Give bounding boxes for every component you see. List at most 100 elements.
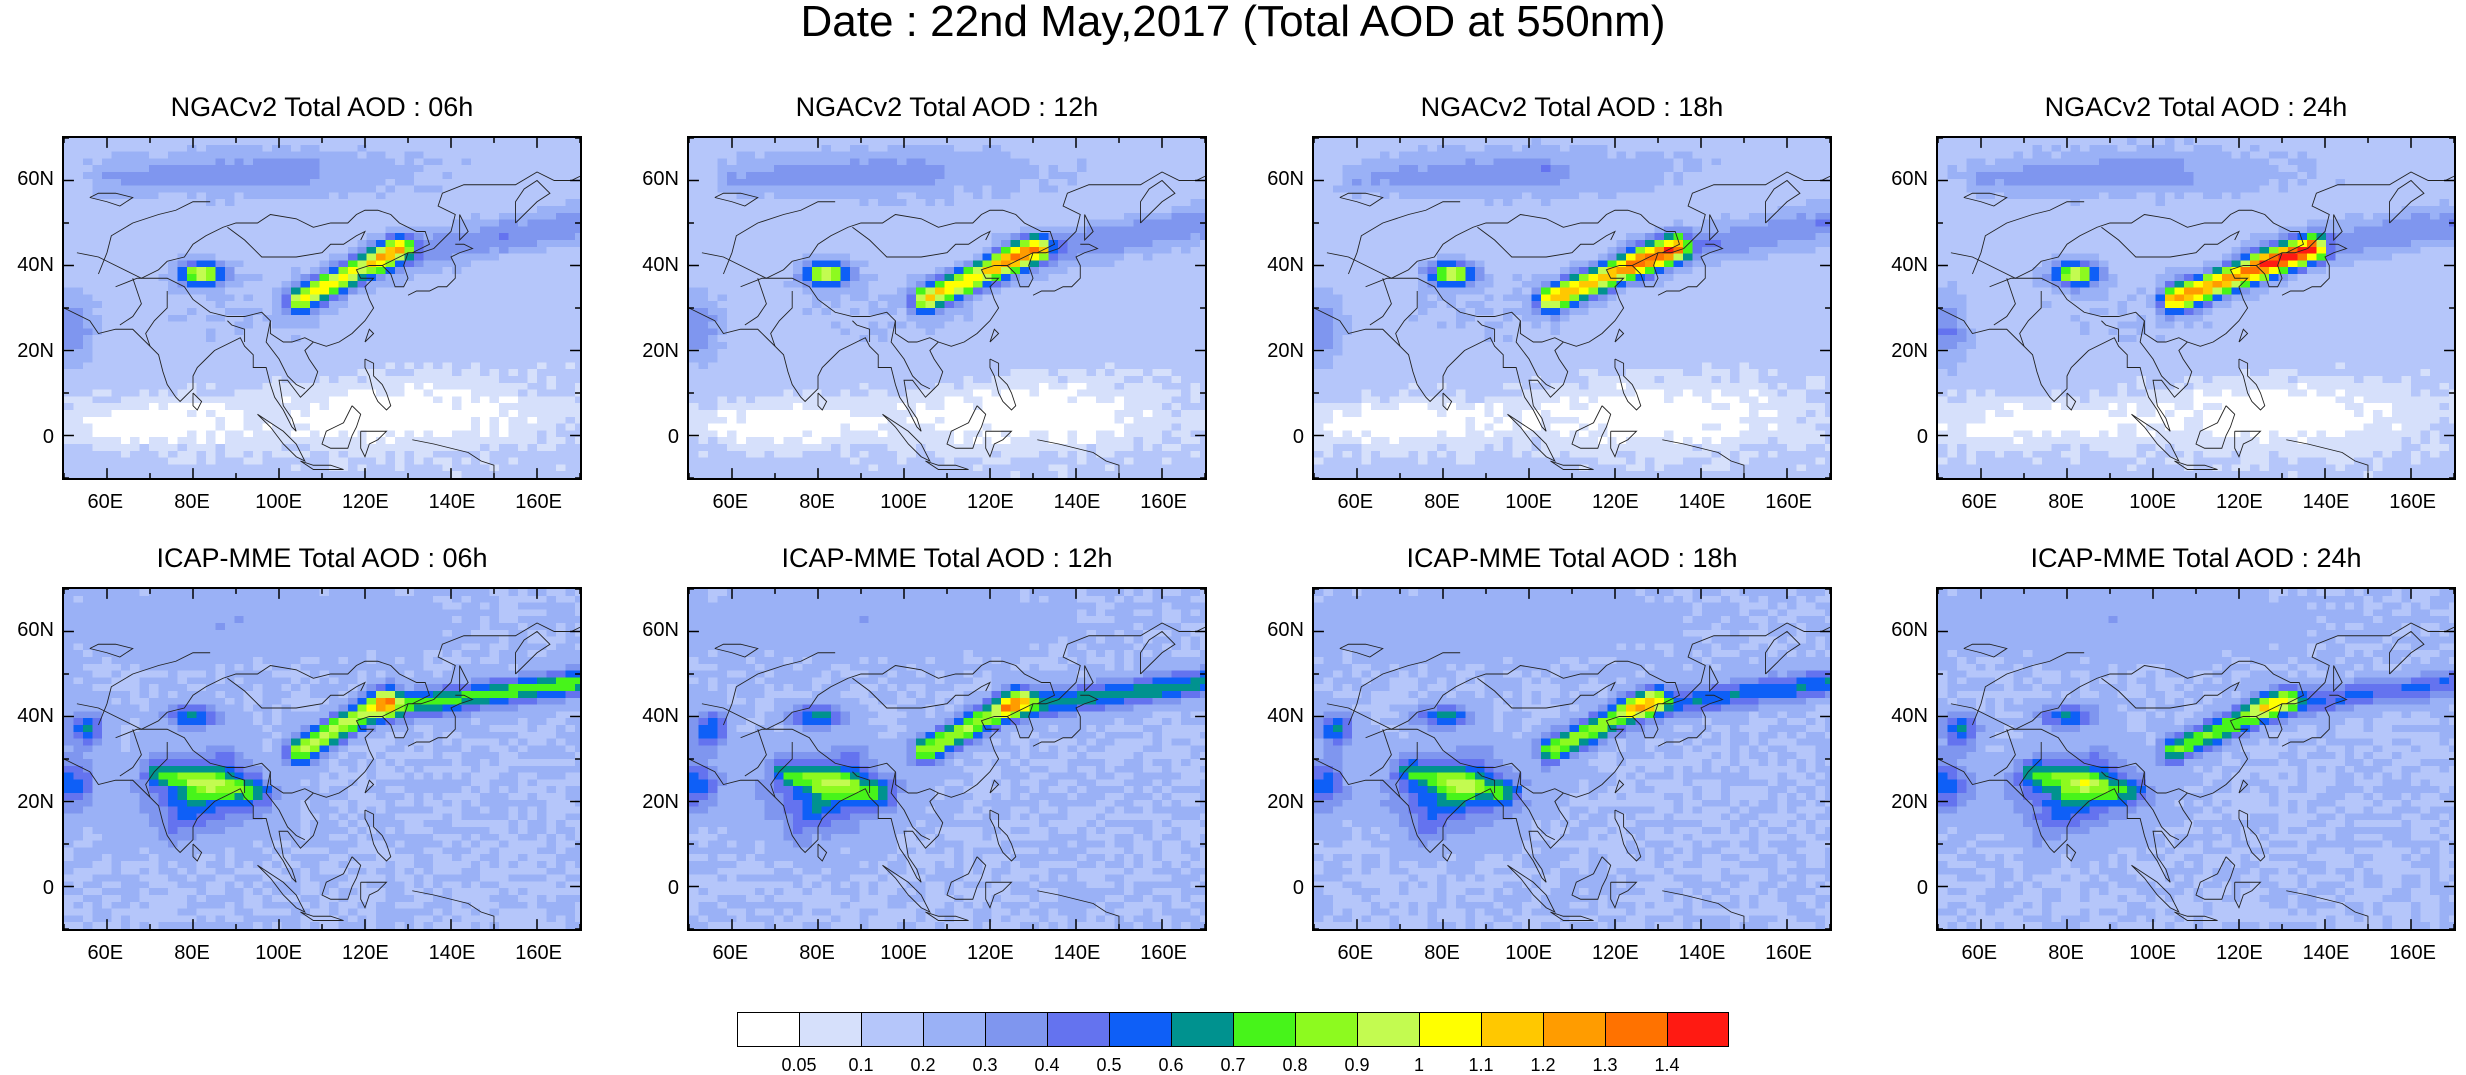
aod-shading — [1938, 138, 2454, 478]
lon-tick-label: 120E — [1575, 943, 1655, 963]
lon-tick-label: 80E — [777, 492, 857, 512]
lat-tick-label: 40N — [1254, 255, 1304, 275]
lat-tick-label: 60N — [1878, 169, 1928, 189]
colorbar-tick-label: 0.2 — [893, 1056, 953, 1074]
lon-tick-label: 160E — [499, 492, 579, 512]
lat-tick-label: 60N — [629, 620, 679, 640]
lat-tick-label: 60N — [1254, 620, 1304, 640]
panel-title: ICAP-MME Total AOD : 06h — [62, 543, 582, 573]
colorbar-swatch — [1543, 1012, 1605, 1047]
map-icap-4 — [1936, 587, 2456, 931]
aod-shading — [689, 138, 1205, 478]
lat-tick-label: 0 — [1254, 878, 1304, 898]
lat-tick-label: 0 — [4, 427, 54, 447]
lon-tick-label: 140E — [1662, 492, 1742, 512]
lon-tick-label: 120E — [325, 943, 405, 963]
panel-title: ICAP-MME Total AOD : 12h — [687, 543, 1207, 573]
aod-field — [64, 138, 580, 478]
colorbar-tick-label: 0.5 — [1079, 1056, 1139, 1074]
colorbar-swatch — [923, 1012, 985, 1047]
colorbar-tick-label: 1.2 — [1513, 1056, 1573, 1074]
colorbar-swatch — [1667, 1012, 1729, 1047]
lat-tick-label: 0 — [1878, 878, 1928, 898]
lat-tick-label: 40N — [1878, 706, 1928, 726]
aod-field — [689, 138, 1205, 478]
aod-shading — [1314, 589, 1830, 929]
aod-shading — [689, 589, 1205, 929]
lon-tick-label: 160E — [1749, 943, 1829, 963]
lon-tick-label: 80E — [777, 943, 857, 963]
lat-tick-label: 40N — [4, 255, 54, 275]
map-ngac-2 — [687, 136, 1207, 480]
lon-tick-label: 140E — [1037, 943, 1117, 963]
lat-tick-label: 40N — [4, 706, 54, 726]
lon-tick-label: 100E — [239, 492, 319, 512]
colorbar-swatch — [737, 1012, 799, 1047]
lat-tick-label: 20N — [4, 792, 54, 812]
lon-tick-label: 100E — [2113, 492, 2193, 512]
aod-field — [1314, 138, 1830, 478]
lon-tick-label: 160E — [2373, 943, 2453, 963]
lon-tick-label: 60E — [1315, 492, 1395, 512]
lon-tick-label: 120E — [950, 492, 1030, 512]
lon-tick-label: 160E — [1749, 492, 1829, 512]
aod-shading — [1938, 589, 2454, 929]
lon-tick-label: 160E — [499, 943, 579, 963]
colorbar-tick-label: 0.4 — [1017, 1056, 1077, 1074]
colorbar-swatch — [799, 1012, 861, 1047]
colorbar-tick-label: 1.4 — [1637, 1056, 1697, 1074]
lon-tick-label: 60E — [1939, 492, 2019, 512]
aod-field — [1938, 589, 2454, 929]
lon-tick-label: 60E — [65, 943, 145, 963]
lon-tick-label: 160E — [2373, 492, 2453, 512]
lon-tick-label: 80E — [152, 943, 232, 963]
lon-tick-label: 80E — [1402, 492, 1482, 512]
aod-field — [1938, 138, 2454, 478]
lat-tick-label: 20N — [1254, 341, 1304, 361]
lon-tick-label: 140E — [1037, 492, 1117, 512]
lon-tick-label: 60E — [65, 492, 145, 512]
lon-tick-label: 100E — [2113, 943, 2193, 963]
colorbar-swatch — [861, 1012, 923, 1047]
lon-tick-label: 100E — [864, 492, 944, 512]
figure-title: Date : 22nd May,2017 (Total AOD at 550nm… — [0, 0, 2466, 44]
colorbar-tick-label: 0.8 — [1265, 1056, 1325, 1074]
lon-tick-label: 140E — [412, 492, 492, 512]
lon-tick-label: 160E — [1124, 492, 1204, 512]
lon-tick-label: 60E — [690, 943, 770, 963]
aod-shading — [64, 589, 580, 929]
lat-tick-label: 0 — [629, 878, 679, 898]
lon-tick-label: 100E — [1489, 943, 1569, 963]
lon-tick-label: 60E — [1939, 943, 2019, 963]
colorbar-swatch — [1109, 1012, 1171, 1047]
lon-tick-label: 120E — [2199, 943, 2279, 963]
lat-tick-label: 60N — [4, 620, 54, 640]
lat-tick-label: 60N — [629, 169, 679, 189]
colorbar-tick-label: 0.9 — [1327, 1056, 1387, 1074]
lon-tick-label: 80E — [1402, 943, 1482, 963]
colorbar-tick-label: 0.7 — [1203, 1056, 1263, 1074]
colorbar-swatch — [1419, 1012, 1481, 1047]
colorbar-tick-label: 0.1 — [831, 1056, 891, 1074]
map-ngac-4 — [1936, 136, 2456, 480]
lon-tick-label: 120E — [950, 943, 1030, 963]
lon-tick-label: 100E — [239, 943, 319, 963]
colorbar-swatch — [1047, 1012, 1109, 1047]
colorbar-swatch — [1481, 1012, 1543, 1047]
panel-title: NGACv2 Total AOD : 06h — [62, 92, 582, 122]
lon-tick-label: 80E — [2026, 943, 2106, 963]
panel-title: NGACv2 Total AOD : 12h — [687, 92, 1207, 122]
lat-tick-label: 60N — [4, 169, 54, 189]
panel-title: NGACv2 Total AOD : 24h — [1936, 92, 2456, 122]
lon-tick-label: 140E — [2286, 492, 2366, 512]
lat-tick-label: 20N — [1254, 792, 1304, 812]
lat-tick-label: 20N — [629, 341, 679, 361]
colorbar-tick-label: 0.05 — [769, 1056, 829, 1074]
aod-field — [689, 589, 1205, 929]
colorbar-swatch — [1605, 1012, 1667, 1047]
aod-shading — [64, 138, 580, 478]
lon-tick-label: 120E — [1575, 492, 1655, 512]
lon-tick-label: 60E — [690, 492, 770, 512]
lat-tick-label: 0 — [629, 427, 679, 447]
lon-tick-label: 140E — [1662, 943, 1742, 963]
